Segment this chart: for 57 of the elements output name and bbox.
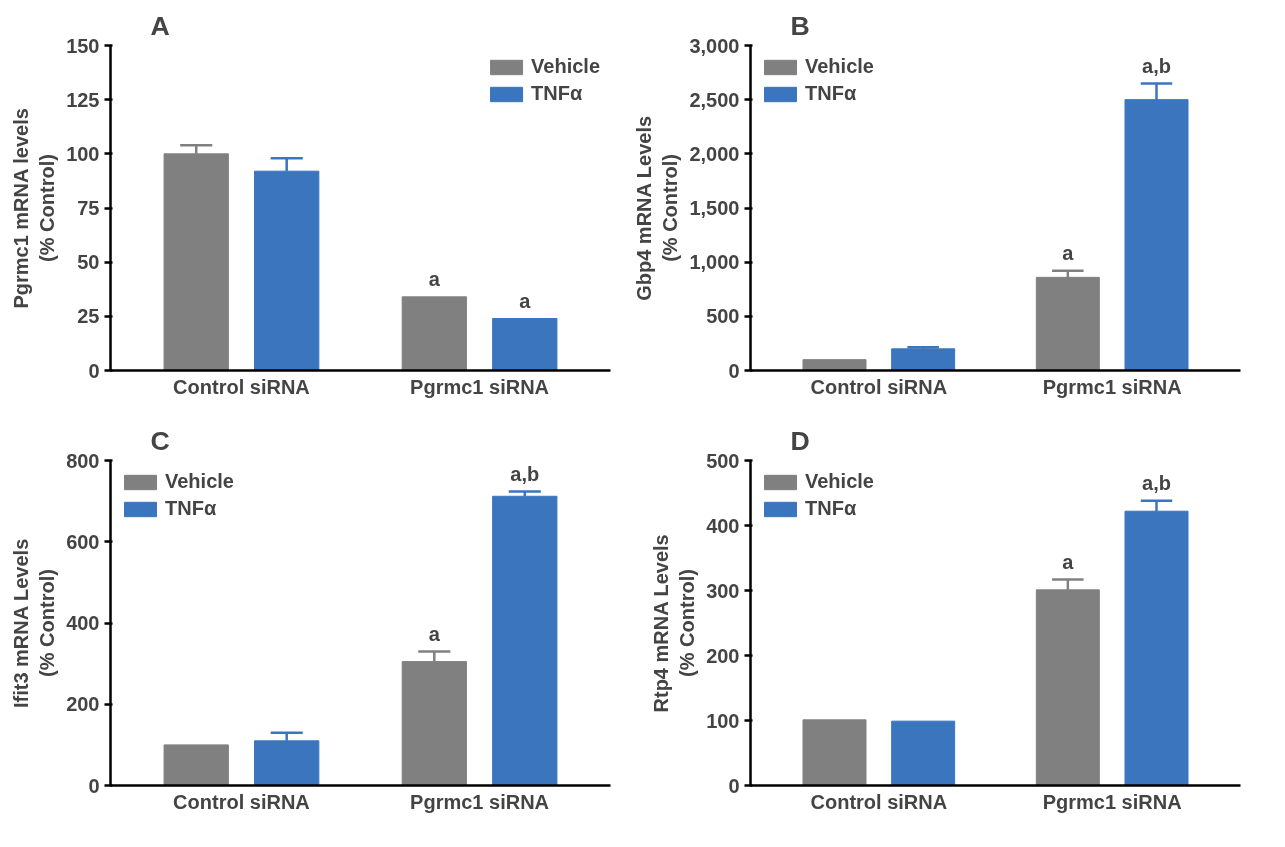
y-tick-label: 200 (66, 693, 100, 716)
y-tick-label: 150 (66, 34, 100, 57)
data-label: a (1062, 242, 1075, 265)
x-tick-label: Pgrmc1 siRNA (1042, 375, 1182, 398)
y-tick-label: 0 (728, 774, 740, 797)
legend-label: Vehicle (531, 55, 600, 78)
y-tick-label: 75 (77, 197, 100, 219)
x-tick-label: Control siRNA (173, 375, 310, 398)
x-tick-label: Pgrmc1 siRNA (410, 790, 550, 813)
y-tick-label: 3,000 (689, 34, 740, 57)
y-tick-label: 2,500 (689, 88, 740, 111)
y-axis-title: Pgrmc1 mRNA levels (% Control) (9, 108, 59, 309)
chart-title: D (790, 425, 810, 456)
x-tick-label: Pgrmc1 siRNA (1042, 790, 1182, 813)
legend-label: TNFα (165, 497, 217, 520)
y-tick-label: 125 (66, 88, 100, 111)
y-tick-label: 800 (66, 449, 100, 472)
data-label: a (519, 290, 532, 312)
legend-label: Vehicle (805, 470, 874, 493)
y-tick-label: 0 (88, 359, 100, 382)
y-tick-label: 2,000 (689, 142, 740, 165)
data-label: a,b (1142, 54, 1171, 77)
y-axis-title: Gbp4 mRNA Levels (% Control) (633, 115, 682, 301)
y-tick-label: 0 (728, 359, 740, 382)
x-tick-label: Control siRNA (173, 790, 310, 813)
legend-label: Vehicle (805, 55, 874, 78)
y-tick-label: 500 (706, 449, 740, 472)
chart-title: A (150, 10, 170, 41)
chart-title: C (150, 425, 170, 456)
y-tick-label: 600 (66, 530, 100, 553)
data-label: a (428, 622, 441, 645)
legend-label: Vehicle (165, 470, 234, 493)
y-axis-title: Rtp4 mRNA Levels (% Control) (649, 534, 699, 713)
y-tick-label: 200 (706, 644, 740, 667)
y-tick-label: 100 (66, 142, 100, 165)
chart-title: B (790, 10, 810, 41)
x-tick-label: Control siRNA (810, 375, 948, 398)
y-tick-label: 0 (88, 774, 100, 797)
legend-label: TNFα (805, 497, 857, 520)
y-axis-title: Ifit3 mRNA Levels (% Control) (9, 538, 59, 709)
x-tick-label: Control siRNA (810, 790, 948, 813)
x-tick-label: Pgrmc1 siRNA (410, 375, 550, 398)
y-tick-label: 25 (77, 305, 100, 328)
legend-label: TNFα (531, 82, 583, 105)
y-tick-label: 100 (706, 709, 740, 732)
data-label: a (428, 268, 441, 291)
y-tick-label: 500 (706, 305, 740, 328)
data-label: a,b (1142, 472, 1171, 495)
y-tick-label: 400 (706, 514, 740, 537)
y-tick-label: 1,000 (689, 251, 740, 274)
legend-label: TNFα (805, 82, 857, 105)
y-tick-label: 400 (66, 612, 100, 634)
data-label: a,b (510, 462, 540, 485)
y-tick-label: 50 (77, 251, 100, 274)
data-label: a (1062, 550, 1075, 573)
y-tick-label: 1,500 (689, 197, 740, 219)
y-tick-label: 300 (706, 579, 740, 602)
